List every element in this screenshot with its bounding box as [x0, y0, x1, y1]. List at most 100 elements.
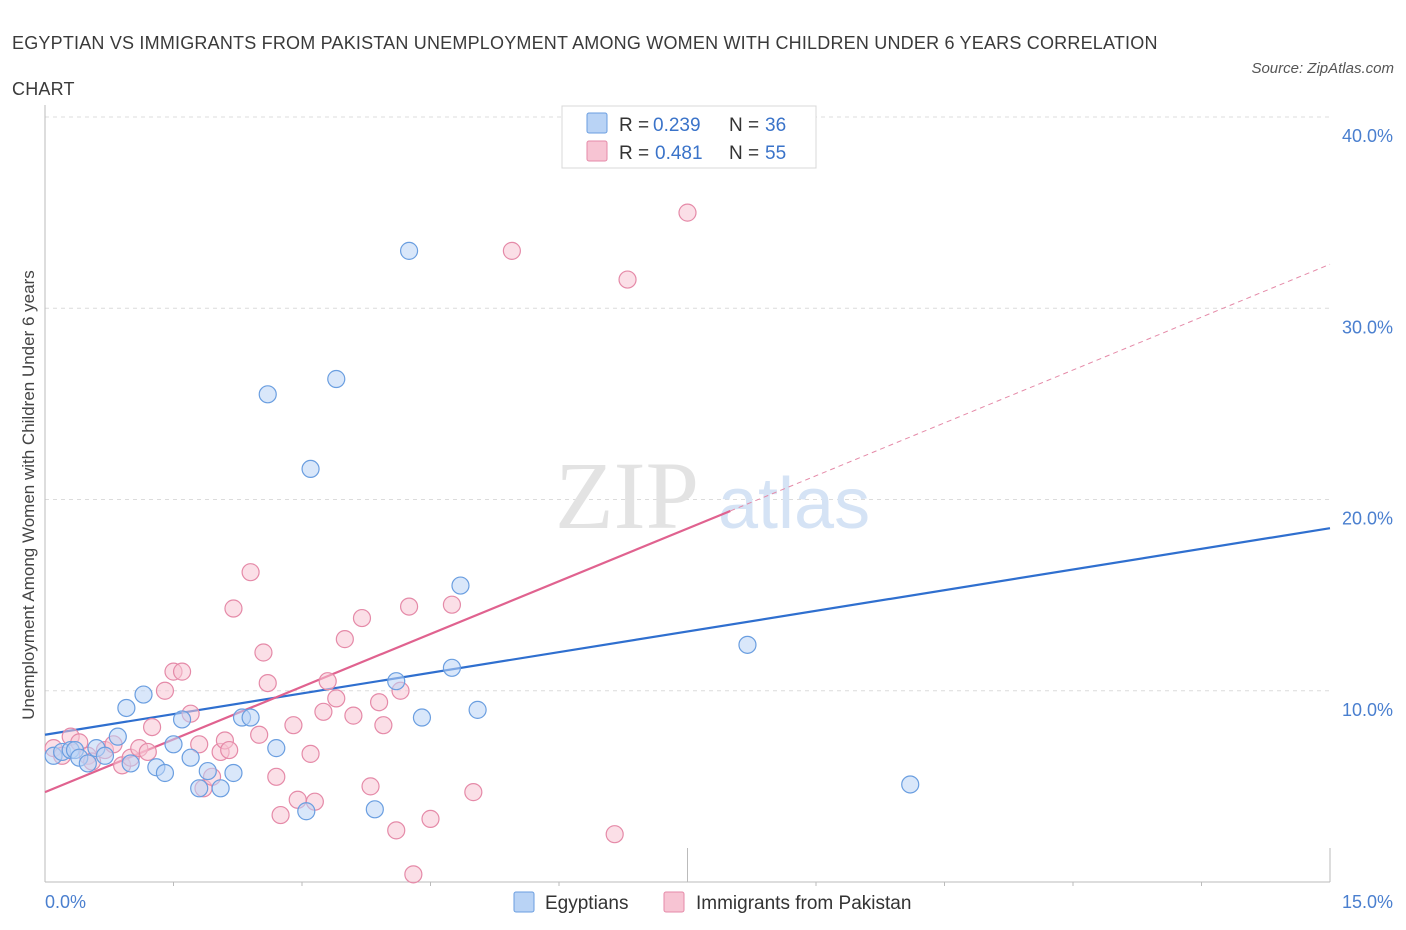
pakistan-point-11	[138, 742, 157, 762]
egyptians-point-31	[412, 708, 432, 727]
egyptians-point-35	[738, 635, 757, 654]
pakistan-point-23	[224, 599, 243, 618]
pakistan-point-37	[335, 630, 354, 649]
legend-pakistan-n-label: N =	[729, 143, 759, 164]
pakistan-point-22	[220, 740, 239, 760]
pakistan-point-25	[250, 725, 269, 744]
y-axis-label: Unemployment Among Women with Children U…	[19, 270, 38, 719]
egyptians-point-33	[451, 576, 470, 595]
pakistan-point-34	[314, 702, 333, 721]
legend-pakistan-n-value: 55	[765, 143, 786, 164]
pakistan-point-29	[271, 805, 290, 825]
chart-title: EGYPTIAN VS IMMIGRANTS FROM PAKISTAN UNE…	[12, 33, 1158, 99]
trend-line-egyptians	[44, 527, 1331, 736]
pakistan-point-32	[301, 744, 320, 763]
egyptians-point-32	[442, 658, 462, 677]
egyptians-point-14	[164, 735, 183, 754]
data-points	[44, 203, 920, 884]
legend-swatch-pakistan	[586, 140, 608, 162]
watermark: ZIP atlas	[555, 442, 870, 549]
egyptians-point-11	[134, 685, 153, 704]
egyptians-point-30	[399, 241, 419, 260]
bottom-legend-pakistan: Immigrants from Pakistan	[696, 893, 911, 914]
pakistan-point-15	[172, 662, 192, 681]
egyptians-point-20	[224, 763, 243, 783]
pakistan-point-36	[327, 689, 346, 708]
egyptians-point-16	[181, 748, 200, 767]
legend-egyptians-r-value: 0.239	[653, 115, 701, 136]
egyptians-point-22	[241, 708, 260, 727]
pakistan-point-49	[464, 783, 483, 802]
legend-bottom: Egyptians Immigrants from Pakistan	[513, 891, 911, 914]
legend-pakistan-r-value: 0.481	[655, 143, 703, 164]
trend-line-pakistan-extension	[730, 263, 1331, 512]
egyptians-point-19	[211, 779, 230, 798]
pakistan-point-39	[352, 608, 372, 628]
egyptians-point-26	[297, 802, 316, 821]
x-tick-label-0: 0.0%	[45, 892, 86, 912]
x-tick-labels: 0.0% 15.0%	[45, 892, 1393, 912]
pakistan-point-51	[605, 825, 624, 844]
pakistan-point-47	[421, 809, 440, 828]
legend-swatch-egyptians	[586, 112, 608, 134]
egyptians-point-25	[301, 459, 320, 478]
egyptians-point-24	[267, 739, 286, 758]
pakistan-point-27	[258, 673, 277, 693]
bottom-legend-egyptians: Egyptians	[545, 893, 628, 914]
egyptians-point-10	[121, 754, 140, 773]
bottom-swatch-egyptians	[513, 891, 535, 913]
chart-source: Source: ZipAtlas.com	[1251, 60, 1394, 77]
egyptians-point-18	[198, 761, 217, 781]
y-tick-label-3: 40.0%	[1342, 126, 1393, 146]
y-tick-label-2: 30.0%	[1342, 317, 1393, 337]
egyptians-point-28	[365, 800, 384, 819]
egyptians-point-23	[258, 385, 277, 404]
egyptians-point-34	[468, 700, 487, 719]
egyptians-point-17	[190, 779, 209, 798]
pakistan-point-30	[284, 716, 303, 735]
pakistan-point-50	[502, 241, 521, 260]
x-tick-label-1: 15.0%	[1342, 892, 1393, 912]
pakistan-point-12	[142, 717, 162, 737]
pakistan-point-53	[678, 203, 697, 222]
bottom-swatch-pakistan	[663, 891, 685, 913]
legend-egyptians-r-label: R =	[619, 115, 649, 136]
watermark-zip: ZIP	[555, 442, 699, 549]
pakistan-point-28	[267, 767, 286, 786]
pakistan-point-48	[442, 595, 462, 614]
legend-egyptians-n-value: 36	[765, 115, 786, 136]
trend-line-pakistan	[44, 509, 731, 794]
pakistan-point-40	[361, 777, 380, 796]
egyptians-point-5	[78, 754, 97, 773]
watermark-atlas: atlas	[718, 464, 870, 544]
y-tick-labels: 10.0% 20.0% 30.0% 40.0%	[1342, 126, 1393, 720]
egyptians-point-27	[327, 369, 346, 389]
pakistan-point-42	[374, 716, 393, 735]
trend-lines	[44, 263, 1331, 794]
pakistan-point-24	[241, 563, 260, 582]
pakistan-point-41	[370, 693, 389, 712]
egyptians-point-9	[117, 698, 136, 718]
y-tick-label-0: 10.0%	[1342, 700, 1393, 720]
legend-pakistan-r-label: R =	[619, 143, 649, 164]
egyptians-point-29	[387, 672, 406, 691]
pakistan-point-13	[155, 681, 175, 700]
pakistan-point-35	[318, 672, 337, 691]
egyptians-point-7	[95, 746, 115, 765]
pakistan-point-26	[254, 643, 273, 662]
egyptians-point-8	[108, 727, 127, 746]
pakistan-point-38	[344, 706, 363, 725]
axes	[44, 105, 1331, 886]
pakistan-point-17	[190, 735, 209, 754]
pakistan-point-46	[404, 865, 423, 884]
legend-top: R = 0.239 N = 36 R = 0.481 N = 55	[561, 105, 817, 169]
egyptians-point-15	[172, 710, 192, 729]
pakistan-point-45	[399, 597, 419, 616]
legend-egyptians-n-label: N =	[729, 115, 759, 136]
egyptians-point-13	[155, 763, 175, 783]
pakistan-point-43	[387, 821, 406, 840]
y-tick-label-1: 20.0%	[1342, 509, 1393, 529]
egyptians-point-36	[901, 775, 920, 794]
pakistan-point-52	[618, 270, 637, 289]
